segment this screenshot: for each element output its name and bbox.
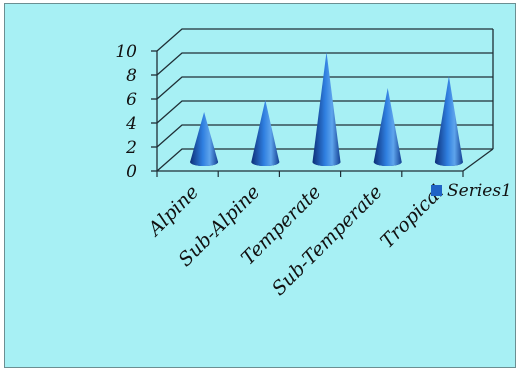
- y-tick-label: 8: [126, 66, 137, 86]
- x-category-label: Alpine: [143, 181, 203, 241]
- x-category-label: Sub-Temperate: [268, 181, 387, 300]
- x-axis-labels: AlpineSub-AlpineTemperateSub-TemperateTr…: [143, 181, 448, 300]
- y-tick-label: 6: [126, 90, 137, 110]
- cone-body: [312, 52, 341, 166]
- gridline: [156, 52, 493, 76]
- cone-body: [251, 100, 280, 166]
- legend-swatch: [431, 185, 442, 196]
- cone-body: [434, 76, 463, 166]
- y-tick-label: 4: [125, 114, 137, 134]
- y-tick-label: 0: [126, 162, 137, 182]
- legend-label: Series1: [447, 181, 512, 201]
- floor-right-edge: [462, 148, 494, 172]
- y-axis: 0 2 4 6 8 10: [115, 42, 464, 182]
- cone-body: [373, 88, 402, 166]
- cone-bar: [434, 76, 463, 166]
- gridline: [156, 28, 493, 52]
- gridline: [156, 76, 493, 100]
- y-tick-label: 10: [115, 42, 137, 62]
- cone-bar: [251, 100, 280, 166]
- legend: Series1: [431, 181, 512, 201]
- y-tick-label: 2: [125, 138, 137, 158]
- chart-frame: [4, 3, 516, 368]
- cone-bar: [190, 112, 219, 166]
- cone-bar: [312, 52, 341, 166]
- cone-bar: [373, 88, 402, 166]
- cone-body: [190, 112, 219, 166]
- cone-bars: [190, 52, 463, 166]
